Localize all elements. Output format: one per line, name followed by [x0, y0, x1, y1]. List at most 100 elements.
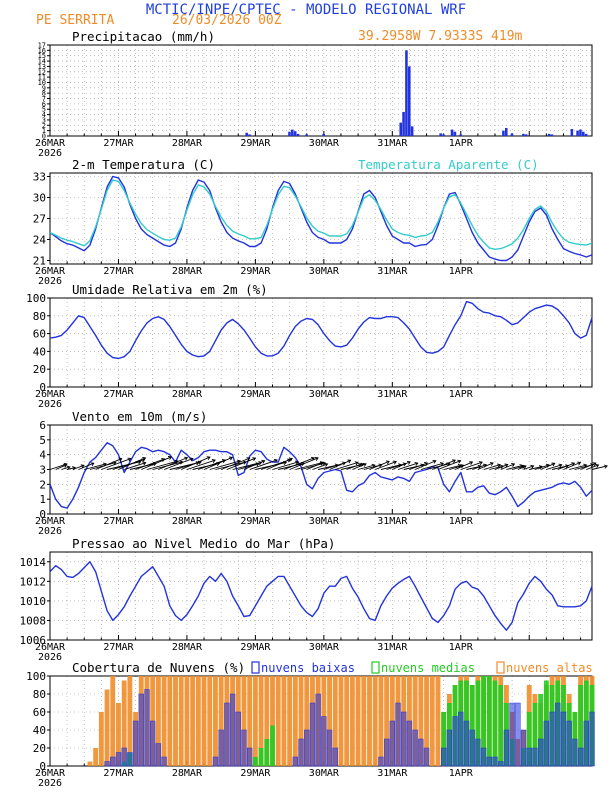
precip-bar: [579, 129, 582, 136]
cloud-bar-nuvens-baixas: [549, 711, 555, 767]
cloud-bar-nuvens-baixas: [127, 752, 133, 767]
wind-arrow: [591, 465, 608, 470]
y-tick-label: 3: [42, 116, 46, 124]
wind-arrow-head: [90, 462, 95, 467]
panel-title-clouds: Cobertura de Nuvens (%): [72, 660, 245, 675]
wind-arrow: [300, 462, 326, 470]
wind-arrow: [295, 462, 324, 470]
wind-arrow-head: [211, 459, 216, 463]
cloud-bar-nuvens-baixas: [503, 729, 510, 767]
wind-arrow: [397, 462, 418, 470]
precip-bar: [322, 133, 325, 136]
cloud-bar-nuvens-baixas: [110, 756, 116, 767]
cloud-bar-nuvens-baixas: [452, 716, 458, 767]
cloud-bar-nuvens-altas: [332, 676, 338, 766]
cloud-bar-nuvens-altas: [349, 676, 355, 766]
cloud-bar-nuvens-baixas: [241, 729, 247, 767]
y-tick-label: 0: [39, 381, 46, 394]
panel-title-pres: Pressao ao Nivel Medio do Mar (hPa): [72, 536, 335, 551]
wind-arrow: [586, 464, 599, 470]
wind-arrow: [472, 464, 487, 470]
x-day-label: 27MAR: [103, 642, 134, 653]
x-day-label: 28MAR: [172, 768, 203, 779]
cloud-bar-nuvens-altas: [429, 676, 435, 766]
panel-title-wind: Vento em 10m (m/s): [72, 409, 207, 424]
wind-arrow-head: [457, 459, 462, 464]
y-tick-label: 2: [39, 478, 46, 491]
cloud-bar-nuvens-baixas: [247, 747, 253, 767]
precip-bar: [410, 126, 414, 136]
wind-arrow-head: [385, 460, 390, 465]
wind-arrow: [437, 460, 461, 470]
precip-bar: [453, 131, 457, 136]
panel-temp: 21 24 27 30 33 26MAR 27MAR 28MAR 29MAR 30MAR 31MAR…: [33, 157, 593, 287]
temperature-line: [49, 175, 593, 262]
wind-arrow: [443, 464, 462, 470]
y-tick-label: 27: [33, 213, 46, 226]
cloud-bar-nuvens-altas: [121, 680, 127, 766]
cloud-bar-nuvens-altas: [110, 676, 116, 766]
wind-arrow-head: [288, 457, 293, 462]
wind-arrow: [369, 460, 390, 470]
wind-arrow-head: [452, 459, 456, 464]
wind-arrow-head: [189, 457, 194, 462]
cloud-bar-nuvens-altas: [93, 748, 99, 766]
panel-title-rh: Umidade Relativa em 2m (%): [72, 282, 268, 297]
cloud-bar-nuvens-altas: [104, 689, 110, 766]
wind-arrow-head: [577, 461, 582, 466]
wind-arrow: [546, 464, 562, 470]
x-day-label: 26MAR: [35, 642, 66, 653]
wind-arrow-head: [246, 457, 251, 462]
cloud-bar-nuvens-baixas: [509, 702, 515, 767]
cloud-bar-nuvens-baixas: [515, 702, 521, 767]
wind-arrow: [266, 458, 293, 470]
cloud-bar-nuvens-altas: [367, 676, 372, 766]
x-day-label: 31MAR: [377, 768, 408, 779]
station-coordinates: 39.2958W 7.9333S 419m: [358, 29, 523, 44]
precip-bar: [405, 50, 408, 137]
wind-arrow: [112, 459, 145, 470]
x-day-label: 1APR: [449, 642, 474, 653]
precip-bar: [248, 134, 251, 136]
x-day-label: 26MAR: [35, 138, 66, 149]
y-tick-label: 6: [42, 100, 46, 108]
pressure-line: [49, 561, 593, 631]
wind-arrow-head: [530, 464, 535, 469]
y-tick-label: 8: [42, 90, 46, 98]
panel-title-temp: 2-m Temperatura (C): [72, 157, 215, 172]
wind-arrow: [426, 463, 450, 470]
wind-arrow: [529, 466, 543, 470]
plot-frame: [49, 297, 593, 388]
y-tick-label: 1008: [20, 614, 47, 627]
wind-arrow: [226, 457, 256, 470]
cloud-bar-nuvens-baixas: [326, 729, 333, 767]
cloud-bar-nuvens-baixas: [583, 720, 589, 767]
precip-bar: [522, 133, 525, 136]
cloud-bar-nuvens-altas: [378, 676, 384, 766]
cloud-bar-nuvens-altas: [167, 676, 173, 766]
wind-arrow-head: [478, 461, 483, 466]
wind-arrow: [312, 463, 328, 470]
y-tick-label: 60: [33, 328, 46, 341]
cloud-bar-nuvens-medias: [441, 712, 447, 766]
legend-mid-clouds-marker: [371, 661, 380, 674]
wind-arrow: [158, 457, 188, 470]
wind-arrow: [512, 465, 525, 470]
wind-arrow: [141, 456, 172, 470]
wind-arrow-head: [63, 463, 68, 468]
wind-arrow-head: [362, 462, 367, 467]
x-day-label: 30MAR: [309, 138, 340, 149]
wind-arrow-head: [432, 459, 437, 464]
wind-arrow: [517, 465, 527, 470]
wind-arrow: [375, 461, 397, 470]
precip-bar: [288, 131, 291, 136]
wind-arrow-head: [179, 460, 184, 465]
y-tick-label: 80: [33, 310, 46, 323]
legend-low-clouds-marker: [251, 661, 260, 674]
cloud-bar-nuvens-altas: [207, 676, 213, 766]
apparent-temperature-line: [49, 179, 593, 251]
wind-arrow-head: [294, 460, 300, 465]
